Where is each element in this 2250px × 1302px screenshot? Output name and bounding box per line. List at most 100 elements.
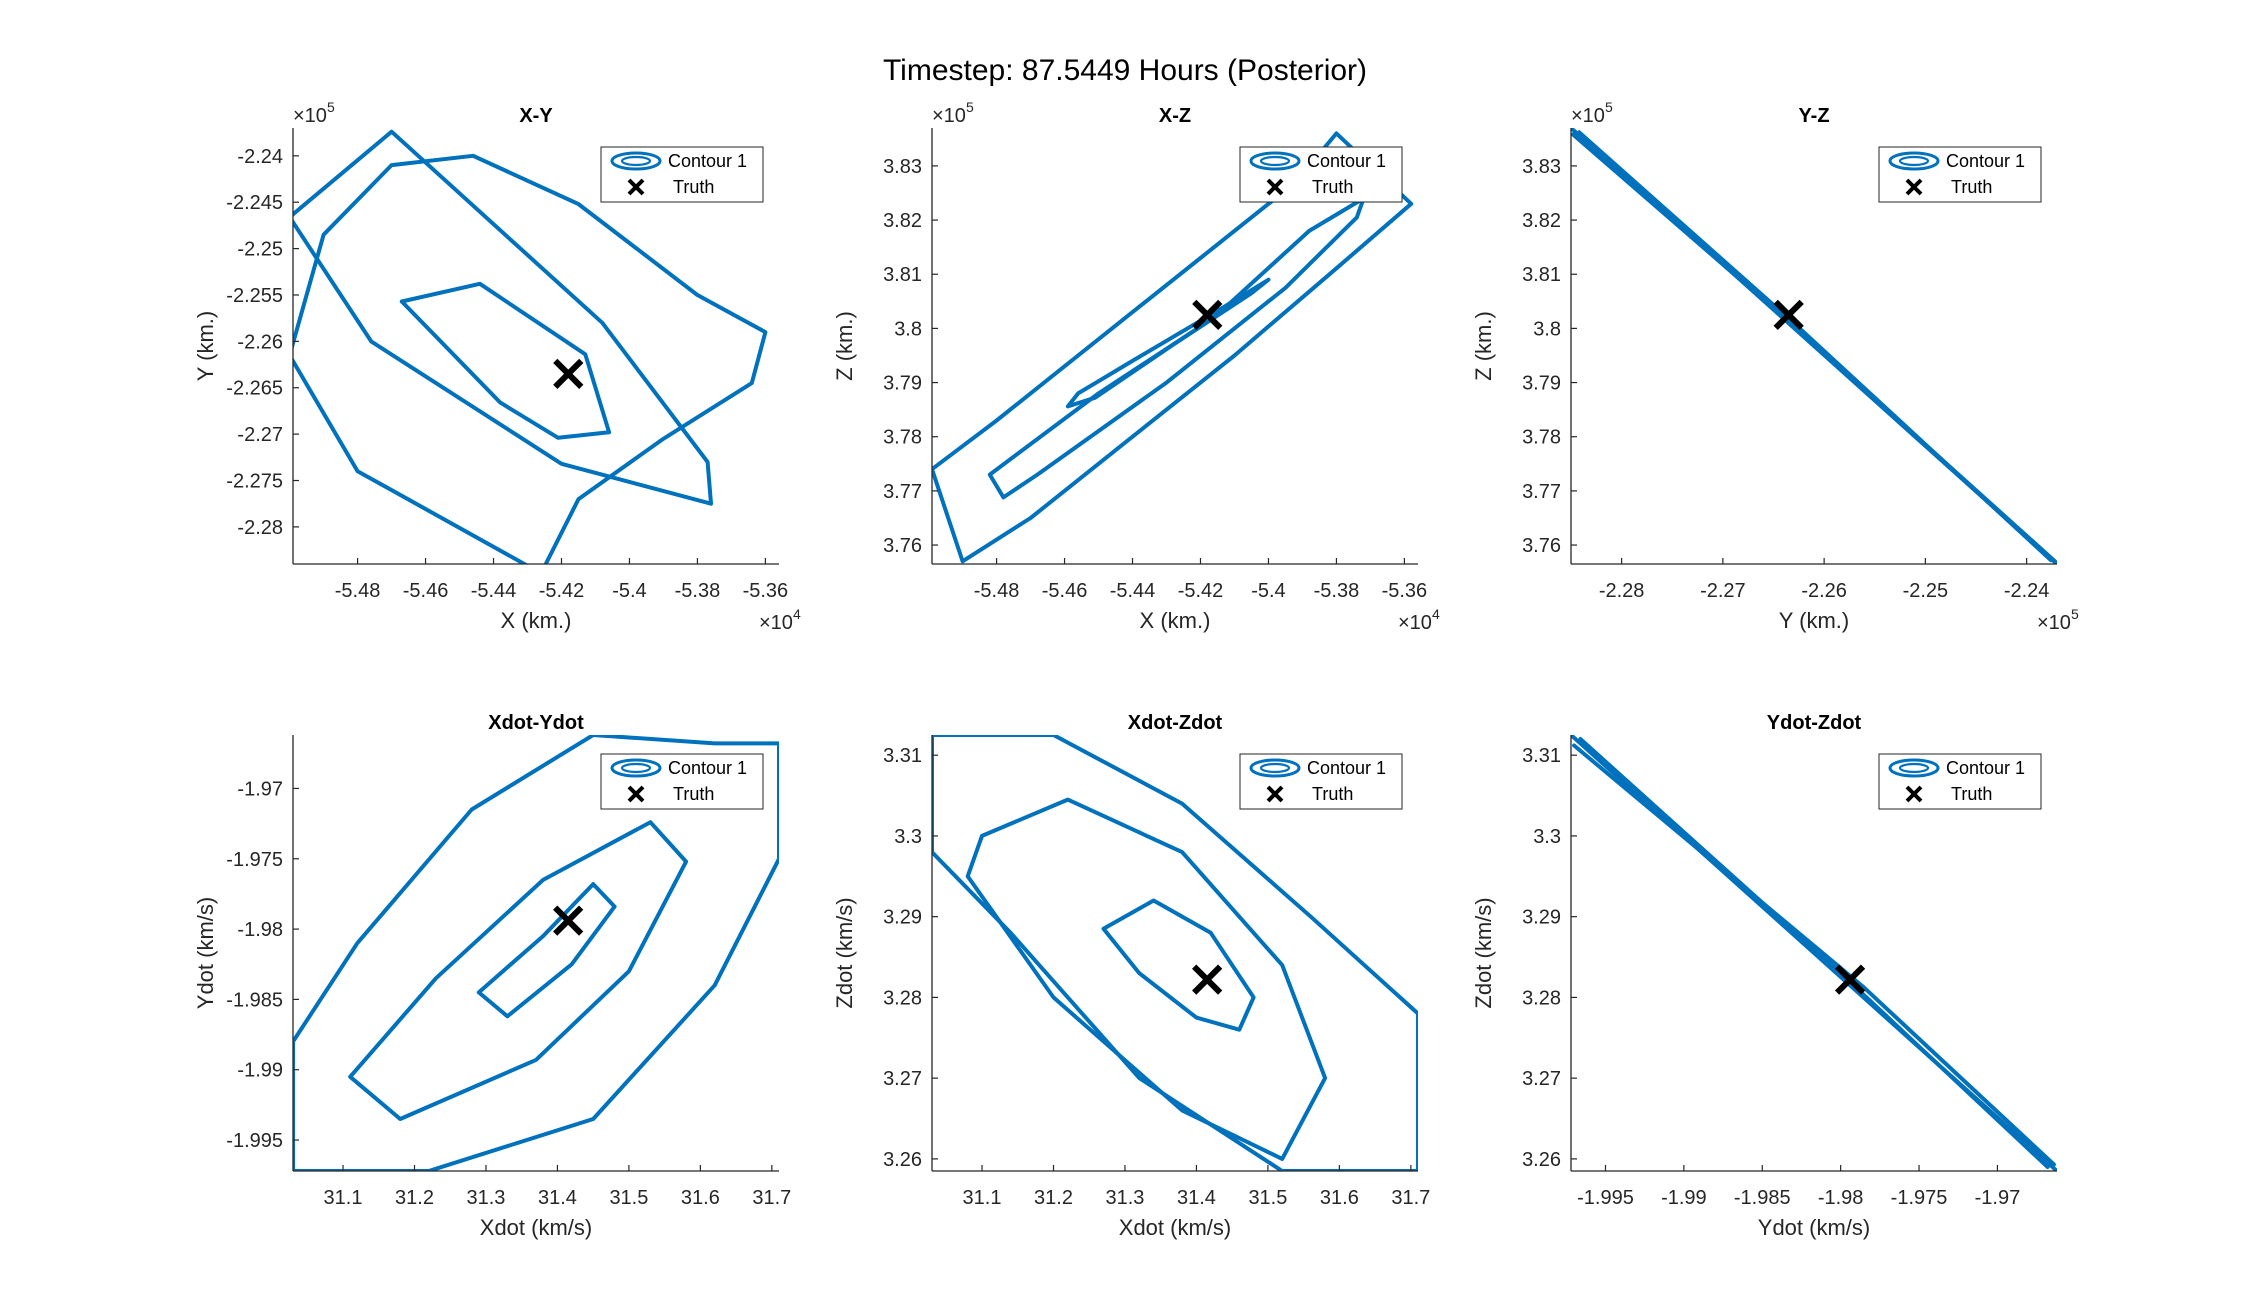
- contour-line-3: [293, 153, 768, 564]
- contour-line-1: [399, 281, 612, 440]
- y-tick-label: 3.29: [883, 907, 922, 929]
- x-tick-label: -5.44: [1110, 580, 1156, 602]
- x-tick-label: 31.1: [324, 1187, 363, 1209]
- y-tick-label: 3.79: [1522, 373, 1561, 395]
- y-tick-label: 3.31: [1522, 745, 1561, 767]
- x-tick-label: -2.24: [2004, 580, 2050, 602]
- legend-contour-label: Contour 1: [668, 151, 747, 171]
- y-axis-label: Y (km.): [193, 311, 218, 381]
- x-tick-label: -5.4: [1251, 580, 1285, 602]
- legend-truth-label: Truth: [1951, 177, 1992, 197]
- x-tick-label: -5.42: [539, 580, 585, 602]
- x-tick-label: -5.42: [1178, 580, 1224, 602]
- x-tick-label: 31.2: [395, 1187, 434, 1209]
- y-tick-label: 3.3: [1533, 826, 1561, 848]
- x-tick-label: -5.44: [471, 580, 517, 602]
- y-axis-label: Zdot (km/s): [1471, 897, 1496, 1008]
- x-axis-label: X (km.): [501, 608, 572, 633]
- contour-line-1: [1065, 277, 1271, 409]
- subplot-y-z: -2.28 -2.27 -2.26 -2.25 -2.24 3.76 3.77 3.78 3.7…: [1471, 99, 2079, 634]
- x-tick-label: 31.6: [1320, 1187, 1359, 1209]
- y-tick-label: 3.31: [883, 745, 922, 767]
- y-multiplier: ×105: [932, 99, 974, 127]
- y-multiplier: ×105: [1571, 99, 1613, 127]
- x-tick-label: 31.1: [963, 1187, 1002, 1209]
- contour-line-2: [965, 797, 1328, 1161]
- y-tick-label: -1.98: [237, 919, 283, 941]
- plot-area: [293, 129, 768, 564]
- y-tick-label: 3.83: [883, 156, 922, 178]
- x-tick-label: 31.4: [538, 1187, 577, 1209]
- y-tick-label: -1.985: [226, 989, 283, 1011]
- subplot-x-y: -5.48 -5.46 -5.44 -5.42 -5.4 -5.38 -5.36 -2.28 -…: [193, 99, 801, 634]
- x-tick-label: -2.25: [1903, 580, 1949, 602]
- legend-truth-label: Truth: [673, 784, 714, 804]
- x-tick-label: -5.38: [675, 580, 721, 602]
- x-multiplier-exponent: 5: [2071, 606, 2079, 622]
- truth-marker: [553, 358, 584, 389]
- y-tick-label: 3.77: [883, 481, 922, 503]
- subplot-xdot-zdot: 31.1 31.2 31.3 31.4 31.5 31.6 31.7 3.26 3.27 3.28…: [832, 712, 1430, 1240]
- truth-marker: [553, 905, 584, 936]
- x-tick-label: -1.975: [1891, 1187, 1948, 1209]
- y-multiplier: ×105: [293, 99, 335, 127]
- x-tick-label: -2.28: [1599, 580, 1645, 602]
- y-multiplier-exponent: 5: [1605, 99, 1613, 115]
- plot-area: [1571, 735, 2057, 1171]
- x-axis-label: Xdot (km/s): [1119, 1215, 1231, 1240]
- y-tick-label: -2.27: [237, 424, 283, 446]
- y-tick-label: -2.275: [226, 471, 283, 493]
- legend-contour-label: Contour 1: [1946, 151, 2025, 171]
- y-tick-label: 3.82: [883, 210, 922, 232]
- x-tick-label: 31.2: [1034, 1187, 1073, 1209]
- x-tick-label: 31.3: [1106, 1187, 1145, 1209]
- plot-area: [293, 735, 779, 1171]
- x-multiplier-exponent: 4: [793, 606, 801, 622]
- x-tick-label: 31.7: [752, 1187, 791, 1209]
- y-multiplier-exponent: 5: [966, 99, 974, 115]
- subplot-title: X-Y: [519, 105, 553, 127]
- subplot-title: Y-Z: [1798, 105, 1829, 127]
- y-tick-label: -1.97: [237, 778, 283, 800]
- contour-line-3: [932, 735, 1418, 1171]
- plot-area: [1571, 128, 2057, 564]
- y-tick-label: 3.28: [883, 987, 922, 1009]
- y-tick-label: 3.83: [1522, 156, 1561, 178]
- x-axis-label: Xdot (km/s): [480, 1215, 592, 1240]
- legend-truth-swatch: [1266, 785, 1284, 803]
- subplot-xdot-ydot: 31.1 31.2 31.3 31.4 31.5 31.6 31.7 -1.995 -1.99 -…: [193, 712, 791, 1240]
- truth-marker: [1834, 964, 1866, 995]
- legend-contour-swatch: [1888, 758, 1940, 778]
- legend-truth-label: Truth: [1951, 784, 1992, 804]
- y-tick-label: -2.26: [237, 331, 283, 353]
- legend-contour-swatch: [1888, 151, 1940, 171]
- contour-line-3: [1571, 132, 2057, 564]
- x-tick-label: -5.36: [1382, 580, 1428, 602]
- legend: Contour 1 Truth: [1878, 146, 2042, 203]
- y-tick-label: 3.78: [883, 427, 922, 449]
- y-axis-label: Z (km.): [1471, 311, 1496, 381]
- legend-contour-label: Contour 1: [1946, 758, 2025, 778]
- y-tick-label: 3.77: [1522, 481, 1561, 503]
- x-axis-label: X (km.): [1140, 608, 1211, 633]
- y-tick-label: -1.975: [226, 849, 283, 871]
- y-tick-label: 3.76: [1522, 535, 1561, 557]
- y-tick-label: 3.26: [1522, 1149, 1561, 1171]
- y-tick-label: -1.995: [226, 1130, 283, 1152]
- x-tick-label: 31.3: [467, 1187, 506, 1209]
- legend-truth-swatch: [1266, 178, 1284, 196]
- y-tick-label: 3.3: [894, 826, 922, 848]
- x-tick-label: -5.46: [403, 580, 449, 602]
- legend-truth-label: Truth: [1312, 784, 1353, 804]
- x-tick-label: -5.38: [1314, 580, 1360, 602]
- legend-truth-label: Truth: [1312, 177, 1353, 197]
- x-tick-label: 31.6: [681, 1187, 720, 1209]
- legend-truth-swatch: [1905, 785, 1923, 803]
- y-tick-label: -2.28: [237, 517, 283, 539]
- subplot-title: Xdot-Ydot: [488, 712, 584, 734]
- x-axis-label: Ydot (km/s): [1758, 1215, 1870, 1240]
- truth-marker: [1192, 964, 1223, 995]
- subplot-title: Xdot-Zdot: [1128, 712, 1223, 734]
- x-tick-label: -1.99: [1661, 1187, 1707, 1209]
